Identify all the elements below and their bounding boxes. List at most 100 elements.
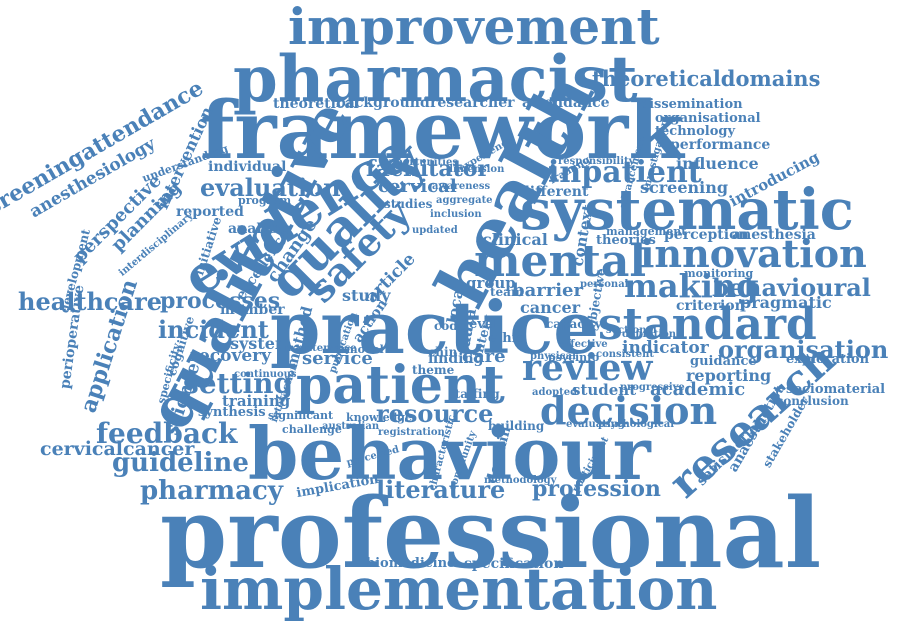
- word-maintenance: maintenance: [284, 343, 357, 354]
- word-organisational: organisational: [655, 111, 761, 126]
- word-model: model: [346, 343, 384, 356]
- word-chin: chin: [428, 345, 458, 359]
- word-facilitator: facilitator: [366, 156, 490, 182]
- word-background: background: [336, 95, 430, 111]
- word-pharmacist: pharmacist: [233, 42, 638, 117]
- word-evaluating: evaluating: [566, 419, 625, 430]
- word-criterion: criterion: [676, 298, 745, 314]
- word-psychological: psychological: [598, 419, 675, 430]
- word-performance: performance: [670, 137, 771, 153]
- word-student: student: [572, 381, 637, 399]
- word-improvement: improvement: [288, 0, 660, 56]
- word-system: system: [230, 334, 292, 353]
- word-standard: standard: [598, 299, 817, 350]
- word-inclusion: inclusion: [430, 209, 482, 220]
- word-monitoring: monitoring: [684, 267, 754, 280]
- word-perception: perception: [664, 227, 749, 243]
- word-capacity: capacity: [546, 317, 602, 331]
- word-study: study: [342, 286, 391, 305]
- word-dissemination: dissemination: [640, 97, 743, 112]
- word-making: making: [624, 267, 759, 305]
- word-guidance: guidance: [690, 354, 757, 369]
- word-management: management: [606, 225, 687, 238]
- word-responsibility: responsibility: [558, 156, 635, 167]
- word-synthesis: synthesis: [198, 405, 266, 420]
- word-continuous: continuous: [234, 369, 297, 380]
- word-ethic: ethic: [488, 331, 525, 346]
- word-opportunities: opportunities: [382, 157, 458, 168]
- word-member: member: [220, 302, 285, 318]
- word-knowledge: knowledge: [346, 411, 412, 424]
- word-sociomaterial: sociomaterial: [786, 382, 886, 397]
- word-training: training: [222, 392, 291, 410]
- word-registration: registration: [378, 427, 445, 438]
- word-different: different: [520, 184, 589, 200]
- word-theme: theme: [412, 363, 455, 377]
- word-group: group: [466, 274, 516, 292]
- word-service: service: [302, 348, 373, 369]
- word-aggregate: aggregate: [436, 195, 493, 206]
- word-effective: effective: [560, 339, 608, 350]
- word-evaluation: evaluation: [200, 173, 341, 202]
- word-pragmatic: pragmatic: [740, 293, 832, 312]
- word-behaviour: behaviour: [248, 411, 651, 496]
- word-researcher: researcher: [430, 95, 515, 111]
- word-literature: literature: [376, 475, 506, 504]
- word-practice: practice: [270, 285, 600, 370]
- word-building: building: [488, 419, 545, 433]
- word-theoretical: theoretical: [273, 96, 359, 112]
- word-psycinfo: psycinfo: [548, 351, 600, 364]
- word-innovation: innovation: [640, 231, 867, 276]
- word-physical: physical: [530, 351, 576, 362]
- word-attendance: attendance: [522, 95, 610, 111]
- word-care: care: [462, 346, 506, 367]
- word-significant: significant: [268, 409, 334, 422]
- word-inpatient: inpatient: [548, 155, 702, 190]
- word-cancer: cancer: [520, 298, 581, 317]
- word-cervical: cervical: [378, 176, 457, 197]
- word-anesthesia: anesthesia: [732, 227, 816, 243]
- word-personal: personal: [580, 279, 629, 290]
- word-specification: specification: [464, 556, 564, 572]
- word-biomedicine: biomedicine: [366, 556, 456, 571]
- word-profession: profession: [532, 476, 661, 502]
- word-guideline: guideline: [112, 448, 249, 478]
- word-exploration: exploration: [786, 352, 870, 367]
- word-behavioural: behavioural: [712, 273, 871, 302]
- word-adopted: adopted: [532, 387, 578, 398]
- word-recovery: recovery: [190, 346, 271, 366]
- word-reported: reported: [176, 204, 244, 220]
- word-australian: australian: [322, 421, 380, 432]
- word-team: team: [490, 285, 524, 299]
- word-sectional: sectional: [606, 325, 657, 336]
- word-reporting: reporting: [686, 366, 772, 385]
- word-systematic: systematic: [520, 177, 854, 243]
- word-analysis: analysis: [228, 221, 291, 237]
- word-theoreticaldomains: theoreticaldomains: [592, 66, 821, 91]
- word-definition: definition: [622, 329, 677, 340]
- word-studies: studies: [384, 197, 433, 211]
- word-finding: finding: [428, 351, 484, 367]
- word-feedback: feedback: [96, 417, 238, 450]
- word-barrier: barrier: [512, 280, 583, 301]
- word-indicator: indicator: [622, 338, 709, 358]
- word-professional: professional: [160, 477, 822, 590]
- word-updated: updated: [412, 225, 458, 236]
- word-methodology: methodology: [484, 475, 557, 486]
- word-setting: setting: [183, 367, 294, 400]
- word-dimension: dimension: [446, 164, 505, 175]
- word-resource: resource: [376, 399, 494, 428]
- word-screening: screening: [640, 178, 729, 197]
- word-technology: technology: [655, 124, 736, 139]
- word-cervicalcancer: cervicalcancer: [40, 438, 195, 460]
- word-incident: incident: [158, 315, 269, 344]
- word-progressive: progressive: [620, 382, 685, 393]
- word-program: program: [238, 194, 292, 207]
- word-mental: mental: [474, 236, 647, 287]
- word-implementation: implementation: [200, 555, 718, 623]
- word-code: code: [434, 319, 466, 333]
- word-decision: decision: [540, 388, 718, 433]
- word-patient: patient: [296, 355, 505, 416]
- word-pharmacy: pharmacy: [140, 476, 283, 506]
